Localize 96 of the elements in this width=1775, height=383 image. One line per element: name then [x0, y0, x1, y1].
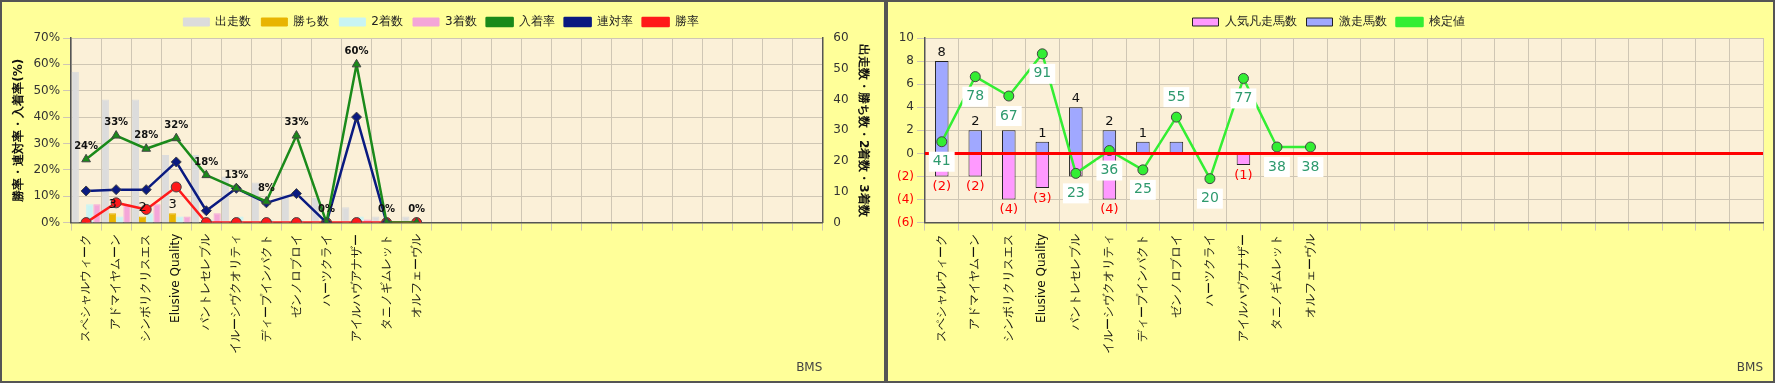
legend-label: 激走馬数 — [1338, 14, 1387, 29]
data-label: 2 — [1105, 113, 1114, 129]
y-tick-label: 4 — [906, 99, 914, 114]
x-tick-label: タニノギムレット — [1269, 233, 1284, 330]
y2-axis-title: 出走数・勝ち数・2着数・3着数 — [856, 43, 871, 218]
y-tick-label: 10% — [33, 188, 61, 203]
data-label: 24% — [74, 139, 99, 151]
x-tick-label: スペシャルウィーク — [78, 233, 93, 342]
y2-tick-label: 60 — [833, 30, 849, 45]
x-tick-label: アイルハヴアナザー — [348, 233, 363, 342]
y-tick-label: 0 — [906, 145, 914, 160]
y-tick-label: 30% — [33, 135, 61, 150]
data-label: 25 — [1133, 180, 1152, 197]
data-label: 33% — [284, 116, 309, 128]
data-label: 38 — [1268, 157, 1286, 174]
data-label: 55 — [1167, 87, 1186, 104]
y-tick-label: 8 — [906, 53, 914, 68]
x-tick-label: イルーシヴクオリティ — [228, 233, 243, 354]
y2-tick-label: 50 — [833, 60, 849, 75]
data-label: 0% — [408, 203, 426, 215]
data-label: 91 — [1033, 64, 1052, 81]
data-label: 33% — [104, 116, 129, 128]
data-label: 4 — [1071, 90, 1080, 106]
x-tick-label: シンボリクリスエス — [138, 233, 153, 342]
data-label: 1 — [1038, 124, 1047, 140]
y-tick-label: 0% — [41, 214, 61, 229]
data-label: 20 — [1201, 189, 1219, 206]
data-label: 60% — [344, 44, 369, 56]
data-label: 23 — [1066, 184, 1085, 201]
y-tick-label: (2) — [897, 168, 914, 183]
y-tick-label: 60% — [33, 56, 61, 71]
legend-label: 人気凡走馬数 — [1224, 14, 1297, 29]
data-label: 8 — [937, 43, 946, 59]
x-axis-title: BMS — [796, 359, 823, 374]
data-label: 28% — [134, 129, 159, 141]
data-label: (1) — [1234, 166, 1253, 182]
x-axis-title: BMS — [1736, 359, 1763, 374]
x-tick-label: パントレセレブル — [198, 233, 213, 331]
data-label: 36 — [1100, 161, 1119, 178]
x-tick-label: ディープインパクト — [1135, 233, 1149, 342]
x-tick-label: アイルハヴアナザー — [1235, 233, 1250, 342]
y2-tick-label: 30 — [833, 122, 849, 137]
x-tick-label: パントレセレブル — [1067, 233, 1082, 331]
data-label: (2) — [966, 178, 985, 194]
legend-label: 入着率 — [518, 14, 555, 29]
legend-label: 2着数 — [371, 14, 404, 29]
y-tick-label: 50% — [33, 82, 61, 97]
data-label: (4) — [999, 201, 1019, 217]
y2-tick-label: 0 — [833, 214, 841, 229]
data-label: 67 — [999, 106, 1018, 123]
data-label: (2) — [932, 178, 951, 194]
x-tick-label: Elusive Quality — [1034, 233, 1049, 323]
y-tick-label: 2 — [906, 122, 914, 137]
data-label: 18% — [194, 155, 219, 167]
x-tick-label: ゼンノロブロイ — [1168, 233, 1183, 318]
y-axis-title: 勝率・連対率・入着率(%) — [11, 58, 26, 203]
data-label: (4) — [1100, 201, 1119, 217]
y2-tick-label: 20 — [833, 153, 849, 168]
y-tick-label: 70% — [33, 30, 61, 45]
data-label: 2 — [971, 113, 980, 129]
x-tick-label: アドマイヤムーン — [108, 233, 123, 330]
data-label: 1 — [1138, 124, 1148, 140]
x-tick-label: アドマイヤムーン — [967, 233, 982, 330]
x-tick-label: Elusive Quality — [168, 233, 183, 323]
x-tick-label: タニノギムレット — [378, 233, 393, 330]
data-label: 13% — [224, 168, 249, 180]
data-label: 41 — [932, 152, 951, 169]
data-label: 3 — [168, 196, 177, 212]
x-tick-label: イルーシヴクオリティ — [1101, 233, 1116, 354]
y-tick-label: 6 — [906, 76, 914, 91]
y-tick-label: 10 — [898, 30, 914, 45]
x-tick-label: シンボリクリスエス — [1000, 233, 1015, 342]
data-label: (3) — [1033, 189, 1052, 205]
y-tick-label: (6) — [897, 214, 914, 229]
data-label: 38 — [1301, 157, 1320, 174]
legend-label: 出走数 — [215, 14, 252, 29]
x-tick-label: オルフェーヴル — [1302, 233, 1317, 318]
legend-label: 3着数 — [445, 14, 477, 29]
y-tick-label: 40% — [33, 109, 61, 124]
y2-tick-label: 10 — [833, 183, 849, 198]
legend-label: 連対率 — [596, 14, 633, 29]
data-label: 32% — [164, 118, 189, 130]
x-tick-label: ハーツクライ — [318, 233, 333, 307]
y-tick-label: (4) — [897, 191, 914, 206]
data-label: 78 — [966, 87, 985, 104]
legend-label: 勝率 — [674, 14, 699, 29]
x-tick-label: オルフェーヴル — [408, 233, 423, 318]
legend-label: 勝ち数 — [293, 14, 330, 29]
x-tick-label: ゼンノロブロイ — [288, 233, 303, 318]
x-tick-label: ディープインパクト — [258, 233, 273, 342]
y-tick-label: 20% — [33, 161, 61, 176]
data-label: 77 — [1234, 89, 1253, 106]
y2-tick-label: 40 — [833, 91, 849, 106]
x-tick-label: ハーツクライ — [1202, 233, 1217, 307]
legend-label: 検定値 — [1428, 14, 1465, 29]
x-tick-label: スペシャルウィーク — [933, 233, 948, 342]
